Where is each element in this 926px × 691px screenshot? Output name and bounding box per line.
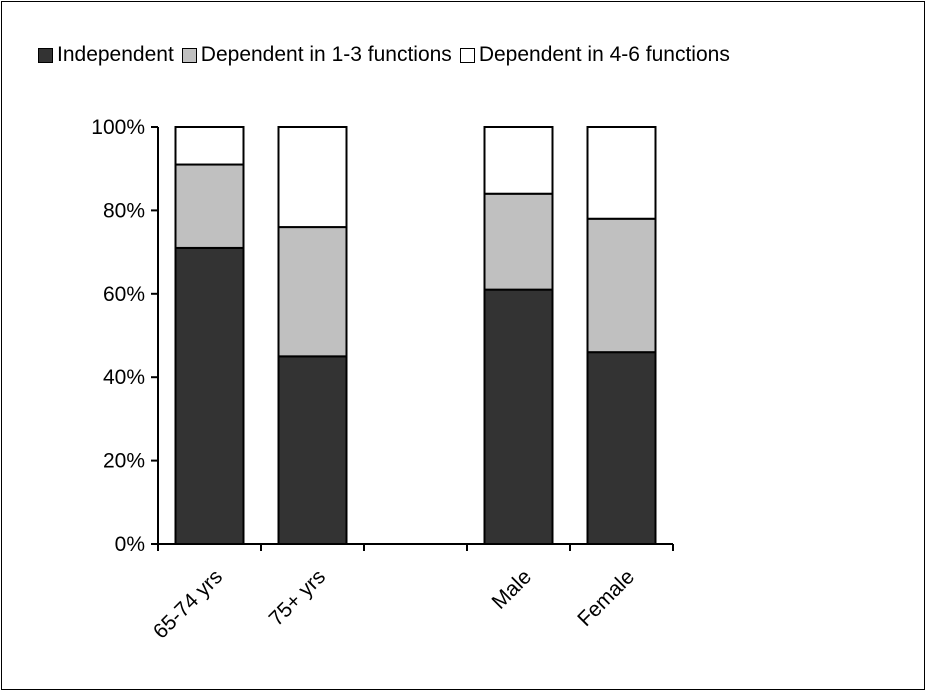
legend-label-dependent-1-3: Dependent in 1-3 functions [200,43,452,66]
x-tick-label-65-74-yrs: 65-74 yrs [149,565,227,643]
legend-item-independent: Independent [38,43,174,67]
legend-swatch-dependent-4-6 [459,47,475,63]
legend-item-dependent-4-6: Dependent in 4-6 functions [459,43,730,67]
legend-item-dependent-1-3: Dependent in 1-3 functions [181,43,452,67]
y-tick-label-100: 100% [91,116,145,139]
bar-female-series-0 [586,351,657,545]
bar-65-74-yrs-series-2 [174,126,245,166]
bar-75-yrs-series-1 [277,226,348,358]
bar-male-series-1 [483,192,554,291]
bar-female-series-1 [586,217,657,354]
legend: Independent Dependent in 1-3 functions D… [38,40,738,70]
legend-label-independent: Independent [57,43,174,66]
bar-male-series-2 [483,126,554,195]
bar-female-series-2 [586,126,657,220]
x-tick-label-female: Female [573,565,639,631]
legend-swatch-dependent-1-3 [181,47,197,63]
x-tick-label-75-yrs: 75+ yrs [265,565,330,630]
bar-75-yrs-series-2 [277,126,348,229]
legend-label-dependent-4-6: Dependent in 4-6 functions [478,43,730,66]
bar-male-series-0 [483,288,554,545]
x-tick-label-male: Male [488,565,536,613]
y-tick-label-40: 40% [103,366,145,389]
bar-65-74-yrs-series-0 [174,246,245,545]
y-tick-label-60: 60% [103,283,145,306]
bar-65-74-yrs-series-1 [174,163,245,249]
y-tick-label-80: 80% [103,199,145,222]
y-tick-label-0: 0% [115,533,145,556]
y-tick-label-20: 20% [103,450,145,473]
legend-swatch-independent [38,47,53,63]
bar-75-yrs-series-0 [277,355,348,545]
